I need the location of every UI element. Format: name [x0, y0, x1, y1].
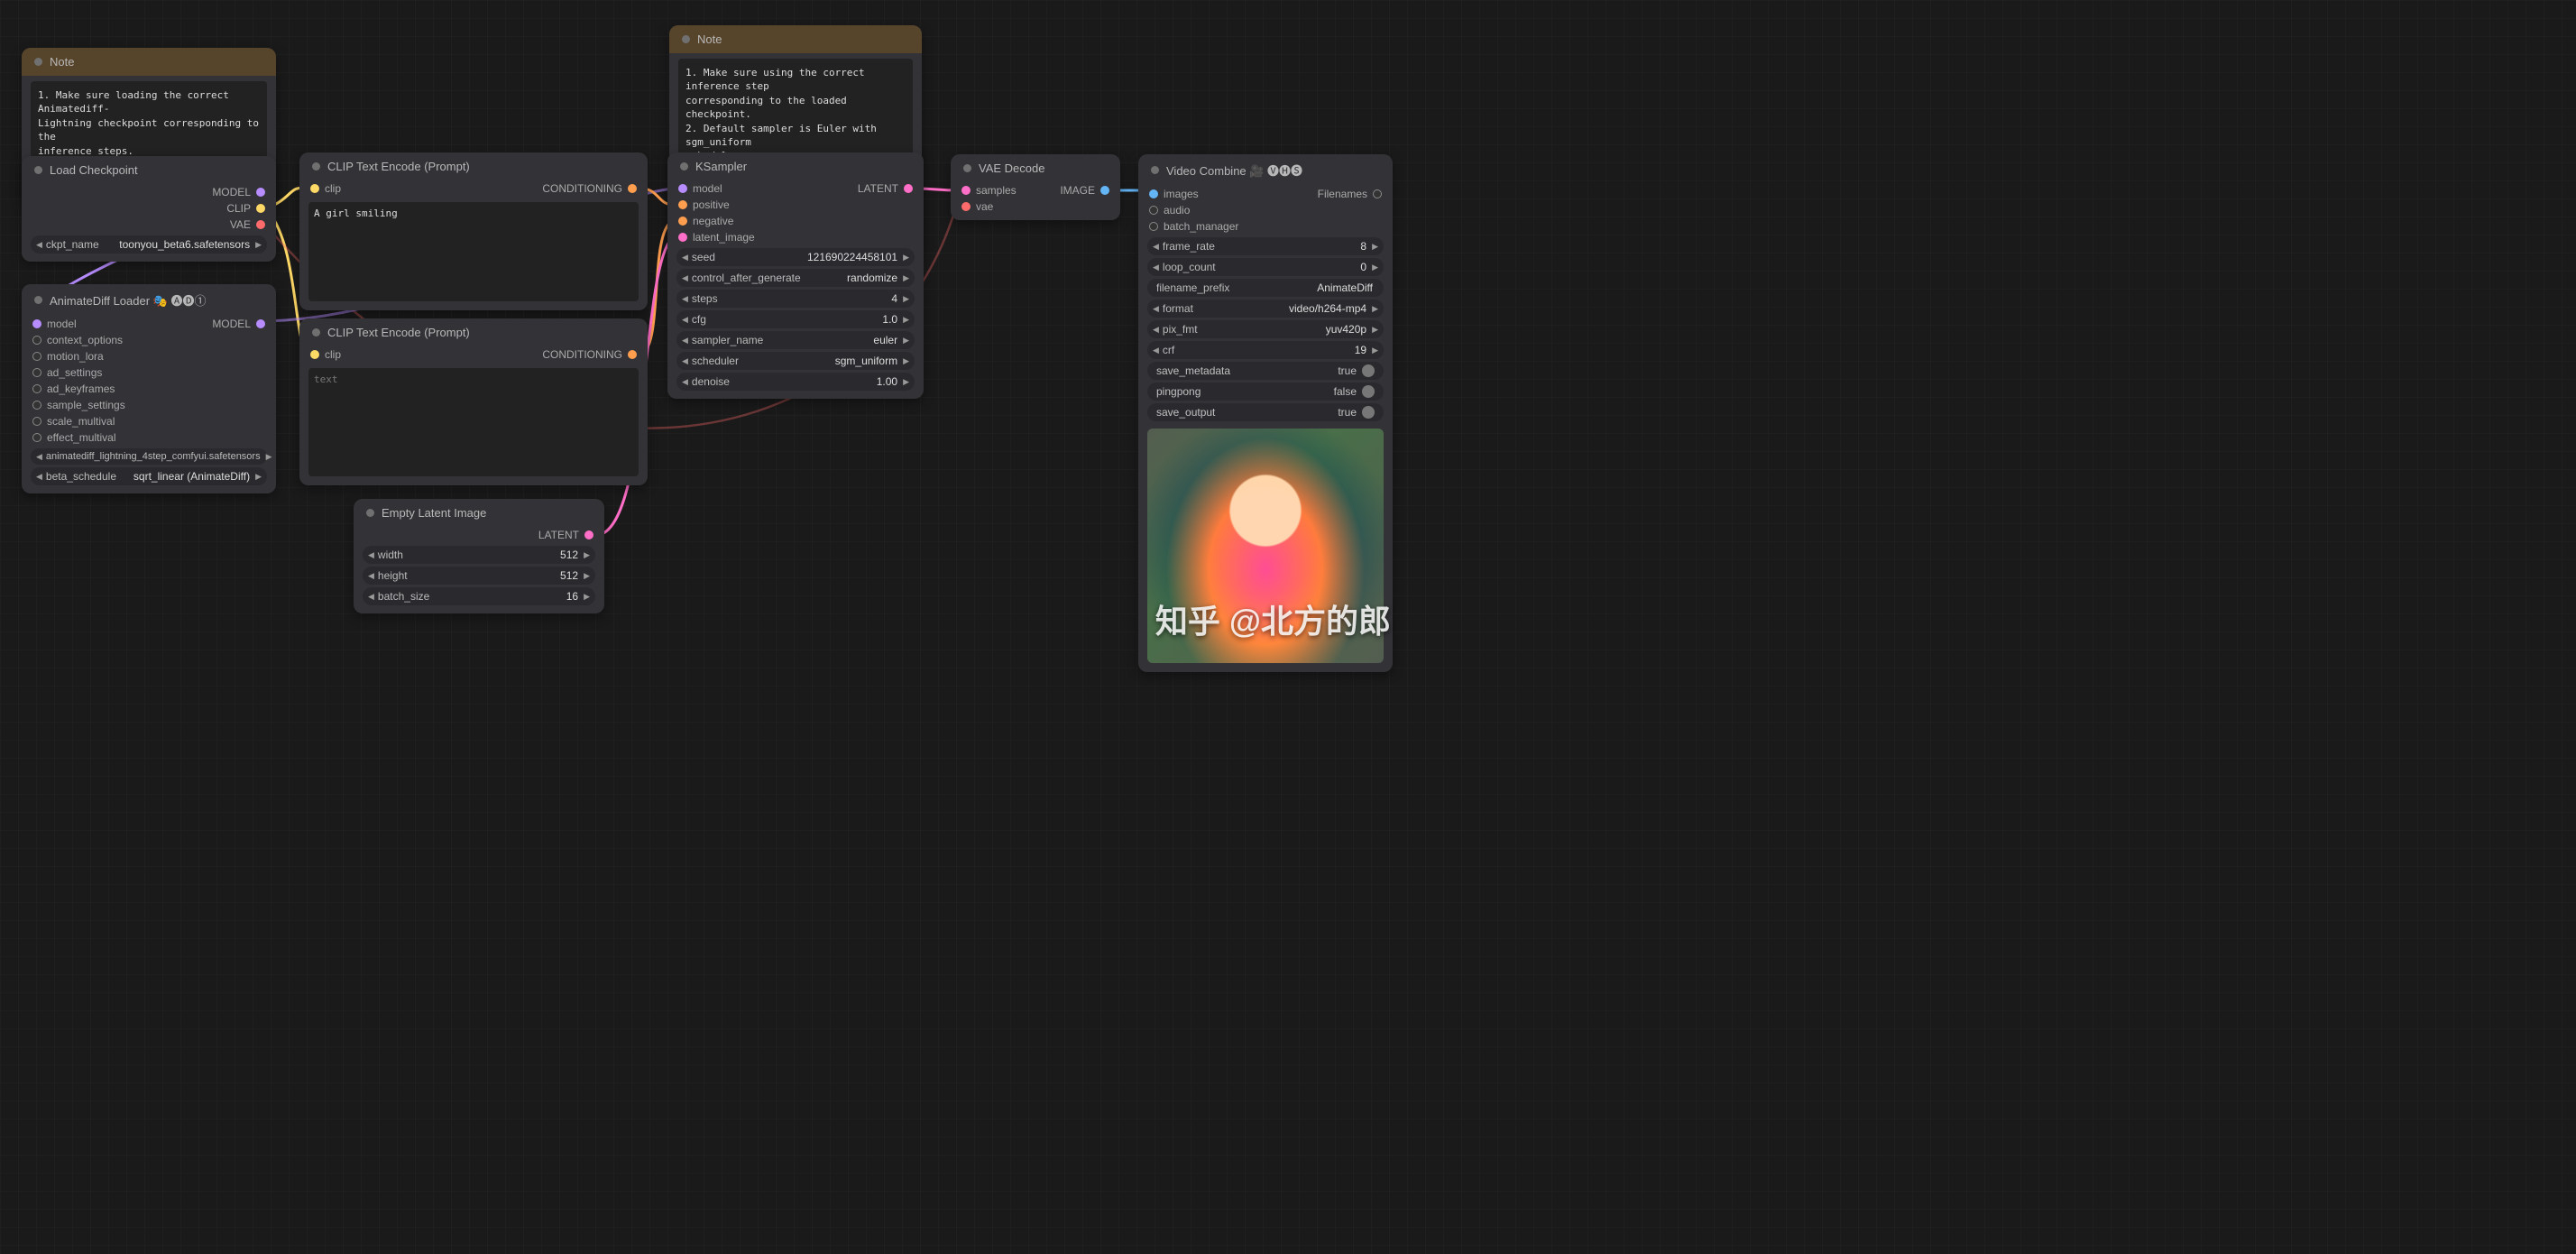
clip-encode-positive-node[interactable]: CLIP Text Encode (Prompt) clip CONDITION…	[299, 152, 648, 310]
port-positive-in[interactable]	[678, 200, 687, 209]
port-context_options[interactable]	[32, 336, 41, 345]
port-effect_multival[interactable]	[32, 433, 41, 442]
port-clip-in[interactable]	[310, 350, 319, 359]
vae-decode-node[interactable]: VAE Decode samples IMAGE vae	[951, 154, 1120, 220]
ksampler-sampler_name[interactable]: ◀sampler_nameeuler▶	[676, 331, 915, 349]
prompt-textarea[interactable]: A girl smiling	[308, 202, 639, 301]
node-title: CLIP Text Encode (Prompt)	[299, 152, 648, 180]
ksampler-denoise[interactable]: ◀denoise1.00▶	[676, 373, 915, 391]
port-vae[interactable]	[256, 220, 265, 229]
video-combine-pix_fmt[interactable]: ◀pix_fmtyuv420p▶	[1147, 320, 1384, 338]
port-model-in[interactable]	[678, 184, 687, 193]
port-latent-out[interactable]	[584, 530, 593, 539]
ksampler-cfg[interactable]: ◀cfg1.0▶	[676, 310, 915, 328]
video-combine-crf[interactable]: ◀crf19▶	[1147, 341, 1384, 359]
title-text: Empty Latent Image	[382, 506, 486, 520]
port-image-out[interactable]	[1100, 186, 1109, 195]
ksampler-steps[interactable]: ◀steps4▶	[676, 290, 915, 308]
empty-latent-width[interactable]: ◀width512▶	[363, 546, 595, 564]
port-conditioning-out[interactable]	[628, 184, 637, 193]
port-latent-in[interactable]	[678, 233, 687, 242]
node-title: Video Combine 🎥 🅥🅗🅢	[1138, 154, 1393, 186]
node-title: Empty Latent Image	[354, 499, 604, 527]
ksampler-scheduler[interactable]: ◀schedulersgm_uniform▶	[676, 352, 915, 370]
title-text: Note	[50, 55, 74, 69]
port-images-in[interactable]	[1149, 189, 1158, 198]
port-conditioning-out[interactable]	[628, 350, 637, 359]
title-text: Video Combine 🎥 🅥🅗🅢	[1166, 161, 1302, 179]
port-vae-in[interactable]	[961, 202, 971, 211]
port-ad_settings[interactable]	[32, 368, 41, 377]
video-combine-loop_count[interactable]: ◀loop_count0▶	[1147, 258, 1384, 276]
port-scale_multival[interactable]	[32, 417, 41, 426]
node-title: KSampler	[667, 152, 924, 180]
toggle-save_output[interactable]: save_outputtrue	[1147, 403, 1384, 421]
title-text: VAE Decode	[979, 161, 1044, 175]
ckpt-name-selector[interactable]: ◀ ckpt_name toonyou_beta6.safetensors ▶	[31, 235, 267, 254]
ksampler-control_after_generate[interactable]: ◀control_after_generaterandomize▶	[676, 269, 915, 287]
animatediff-loader-node[interactable]: AnimateDiff Loader 🎭 🅐🅓① modelMODELconte…	[22, 284, 276, 493]
port-ad_keyframes[interactable]	[32, 384, 41, 393]
prompt-textarea[interactable]: text	[308, 368, 639, 476]
port-sample_settings[interactable]	[32, 401, 41, 410]
empty-latent-node[interactable]: Empty Latent Image LATENT ◀width512▶◀hei…	[354, 499, 604, 613]
port-clip[interactable]	[256, 204, 265, 213]
title-text: AnimateDiff Loader 🎭 🅐🅓①	[50, 291, 206, 309]
port-model[interactable]	[32, 319, 41, 328]
title-text: CLIP Text Encode (Prompt)	[327, 160, 470, 173]
port-negative-in[interactable]	[678, 217, 687, 226]
video-combine-node[interactable]: Video Combine 🎥 🅥🅗🅢 images Filenames aud…	[1138, 154, 1393, 672]
node-title: AnimateDiff Loader 🎭 🅐🅓①	[22, 284, 276, 316]
title-text: KSampler	[695, 160, 747, 173]
output-model: MODEL	[212, 186, 251, 198]
port-batchmgr-in[interactable]	[1149, 222, 1158, 231]
model-name-selector[interactable]: ◀ animatediff_lightning_4step_comfyui.sa…	[31, 448, 267, 465]
node-title: Note	[22, 48, 276, 76]
node-title: VAE Decode	[951, 154, 1120, 182]
toggle-pingpong[interactable]: pingpongfalse	[1147, 383, 1384, 401]
output-preview-image	[1147, 429, 1384, 663]
node-title: Note	[669, 25, 922, 53]
port-latent-out[interactable]	[904, 184, 913, 193]
output-clip: CLIP	[226, 202, 251, 215]
port-model-out[interactable]	[256, 319, 265, 328]
output-vae: VAE	[230, 218, 251, 231]
title-text: CLIP Text Encode (Prompt)	[327, 326, 470, 339]
empty-latent-batch_size[interactable]: ◀batch_size16▶	[363, 587, 595, 605]
video-combine-filename_prefix[interactable]: filename_prefixAnimateDiff	[1147, 279, 1384, 297]
load-checkpoint-node[interactable]: Load Checkpoint MODEL CLIP VAE ◀ ckpt_na…	[22, 156, 276, 262]
empty-latent-height[interactable]: ◀height512▶	[363, 567, 595, 585]
port-filenames-out[interactable]	[1373, 189, 1382, 198]
title-text: Load Checkpoint	[50, 163, 138, 177]
video-combine-frame_rate[interactable]: ◀frame_rate8▶	[1147, 237, 1384, 255]
node-title: CLIP Text Encode (Prompt)	[299, 318, 648, 346]
video-combine-format[interactable]: ◀formatvideo/h264-mp4▶	[1147, 300, 1384, 318]
ksampler-node[interactable]: KSampler model LATENT positive negative …	[667, 152, 924, 399]
port-motion_lora[interactable]	[32, 352, 41, 361]
node-title: Load Checkpoint	[22, 156, 276, 184]
port-model[interactable]	[256, 188, 265, 197]
toggle-save_metadata[interactable]: save_metadatatrue	[1147, 362, 1384, 380]
ksampler-seed[interactable]: ◀seed121690224458101▶	[676, 248, 915, 266]
port-audio-in[interactable]	[1149, 206, 1158, 215]
port-clip-in[interactable]	[310, 184, 319, 193]
port-samples-in[interactable]	[961, 186, 971, 195]
clip-encode-negative-node[interactable]: CLIP Text Encode (Prompt) clip CONDITION…	[299, 318, 648, 485]
beta-schedule-selector[interactable]: ◀ beta_schedule sqrt_linear (AnimateDiff…	[31, 467, 267, 485]
title-text: Note	[697, 32, 722, 46]
